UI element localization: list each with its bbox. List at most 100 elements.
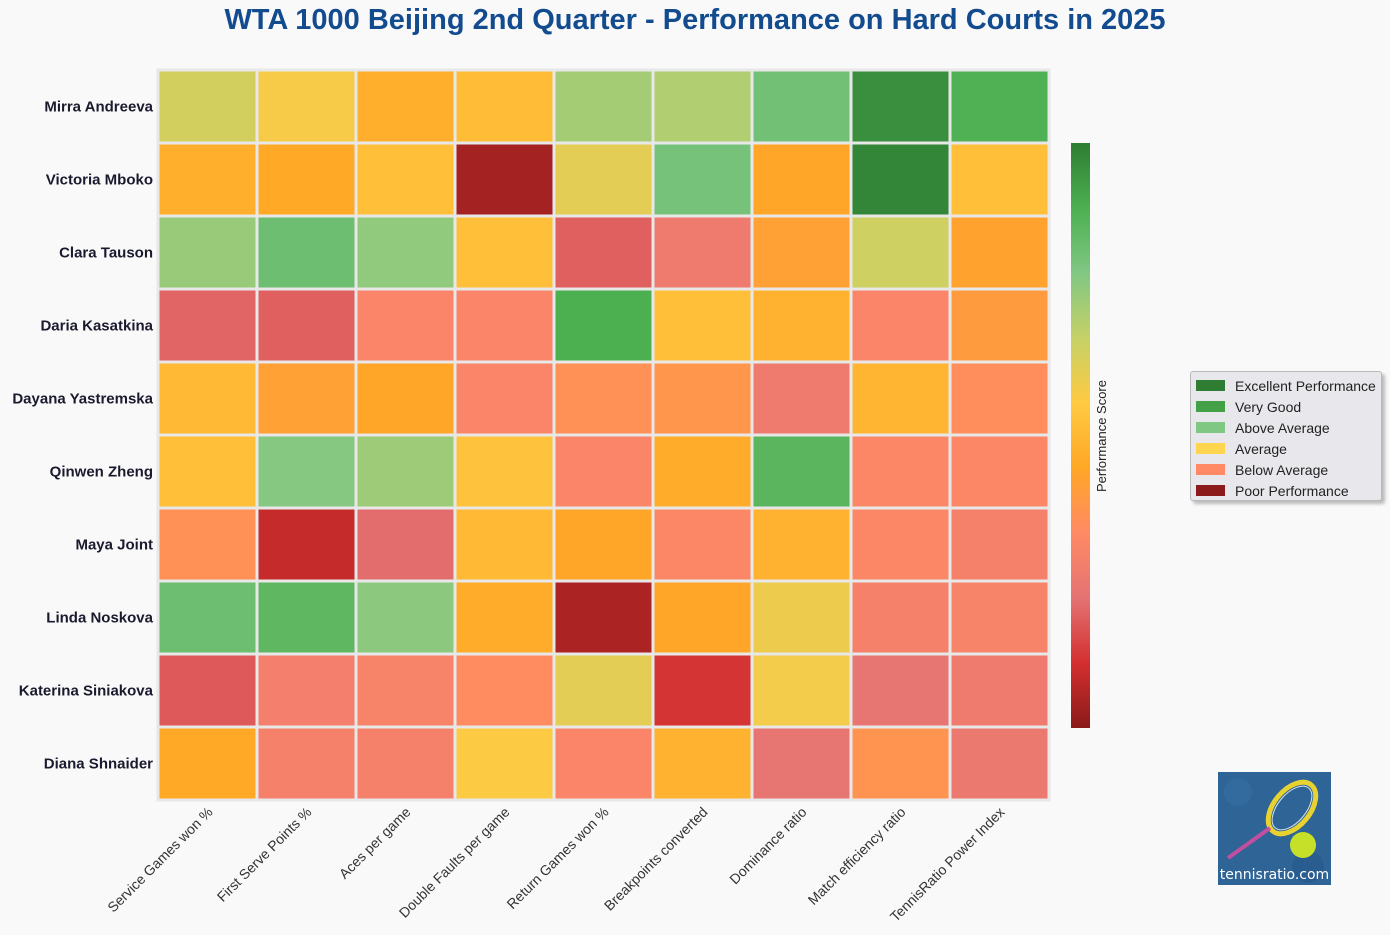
legend-item: Very Good	[1196, 396, 1381, 417]
heatmap-cell	[552, 652, 655, 729]
heatmap-cell	[354, 579, 457, 656]
heatmap-cell	[948, 360, 1051, 437]
heatmap-cell	[156, 68, 259, 145]
heatmap-cell	[948, 652, 1051, 729]
heatmap-cell	[552, 433, 655, 510]
heatmap-cell	[750, 725, 853, 802]
heatmap-cell	[255, 287, 358, 364]
column-label: Match efficiency ratio	[804, 804, 908, 908]
legend-label: Average	[1235, 440, 1287, 457]
chart-title: WTA 1000 Beijing 2nd Quarter - Performan…	[224, 4, 1166, 36]
heatmap-cell	[651, 579, 754, 656]
row-label: Qinwen Zheng	[50, 464, 153, 481]
heatmap-cell	[750, 579, 853, 656]
heatmap-cell	[156, 725, 259, 802]
heatmap-cell	[849, 360, 952, 437]
legend-label: Very Good	[1235, 398, 1302, 415]
heatmap-cell	[552, 506, 655, 583]
heatmap-cell	[849, 652, 952, 729]
heatmap-cell	[948, 141, 1051, 218]
column-label: Aces per game	[336, 804, 414, 882]
colorbar	[1071, 143, 1090, 728]
heatmap-cell	[750, 433, 853, 510]
heatmap-cell	[651, 287, 754, 364]
heatmap-cell	[453, 141, 556, 218]
heatmap-cell	[849, 214, 952, 291]
legend: Excellent Performance Very Good Above Aver…	[1190, 371, 1382, 501]
heatmap-cell	[849, 433, 952, 510]
logo-text: tennisratio.com	[1219, 867, 1330, 883]
heatmap-cell	[750, 287, 853, 364]
column-label: Return Games won %	[503, 804, 611, 912]
heatmap-cell	[849, 506, 952, 583]
heatmap-cell	[453, 287, 556, 364]
legend-item: Below Average	[1196, 459, 1381, 480]
heatmap-cell	[255, 214, 358, 291]
heatmap-cell	[651, 652, 754, 729]
heatmap-cell	[255, 725, 358, 802]
column-label: Double Faults per game	[396, 804, 513, 921]
heatmap-cell	[948, 68, 1051, 145]
legend-swatch	[1196, 485, 1225, 496]
heatmap-cell	[354, 506, 457, 583]
heatmap-cell	[453, 579, 556, 656]
column-label: Breakpoints converted	[601, 804, 711, 914]
row-label: Victoria Mboko	[46, 172, 153, 189]
legend-swatch	[1196, 380, 1225, 391]
heatmap-cell	[453, 68, 556, 145]
row-label: Maya Joint	[75, 537, 153, 554]
column-label: First Serve Points %	[214, 804, 315, 905]
legend-item: Above Average	[1196, 417, 1381, 438]
heatmap-cell	[552, 725, 655, 802]
heatmap-cell	[651, 433, 754, 510]
heatmap-cell	[354, 287, 457, 364]
legend-label: Poor Performance	[1235, 482, 1349, 499]
heatmap-cell	[750, 68, 853, 145]
heatmap-cell	[354, 725, 457, 802]
row-label: Linda Noskova	[46, 610, 153, 627]
heatmap-cell	[156, 141, 259, 218]
legend-label: Above Average	[1235, 419, 1330, 436]
legend-item: Average	[1196, 438, 1381, 459]
heatmap-cell	[453, 506, 556, 583]
heatmap-cell	[255, 652, 358, 729]
heatmap-cell	[552, 287, 655, 364]
heatmap-cell	[453, 360, 556, 437]
heatmap-cell	[750, 141, 853, 218]
heatmap-cell	[948, 214, 1051, 291]
legend-item: Excellent Performance	[1196, 375, 1381, 396]
legend-swatch	[1196, 422, 1225, 433]
racket-icon	[1218, 772, 1331, 885]
heatmap-cell	[156, 579, 259, 656]
legend-label: Excellent Performance	[1235, 377, 1376, 394]
row-label: Mirra Andreeva	[44, 99, 153, 116]
heatmap-cell	[948, 506, 1051, 583]
heatmap-cell	[255, 506, 358, 583]
heatmap-cell	[453, 433, 556, 510]
heatmap-cell	[156, 287, 259, 364]
heatmap-cell	[849, 287, 952, 364]
heatmap-cell	[750, 652, 853, 729]
heatmap-cell	[849, 579, 952, 656]
heatmap-cell	[948, 725, 1051, 802]
heatmap-cell	[849, 141, 952, 218]
legend-label: Below Average	[1235, 461, 1329, 478]
heatmap-cell	[354, 360, 457, 437]
heatmap-cell	[354, 652, 457, 729]
column-label: TennisRatio Power Index	[887, 804, 1008, 925]
column-label: Dominance ratio	[726, 804, 810, 888]
heatmap-cell	[156, 433, 259, 510]
heatmap-cell	[849, 68, 952, 145]
legend-item: Poor Performance	[1196, 480, 1381, 501]
heatmap-cell	[156, 214, 259, 291]
row-label: Clara Tauson	[59, 245, 153, 262]
heatmap-cell	[552, 68, 655, 145]
heatmap-cell	[750, 506, 853, 583]
heatmap-cell	[651, 141, 754, 218]
heatmap-cell	[651, 506, 754, 583]
heatmap-cell	[552, 214, 655, 291]
heatmap-cell	[849, 725, 952, 802]
heatmap-cell	[453, 214, 556, 291]
heatmap-cell	[255, 433, 358, 510]
